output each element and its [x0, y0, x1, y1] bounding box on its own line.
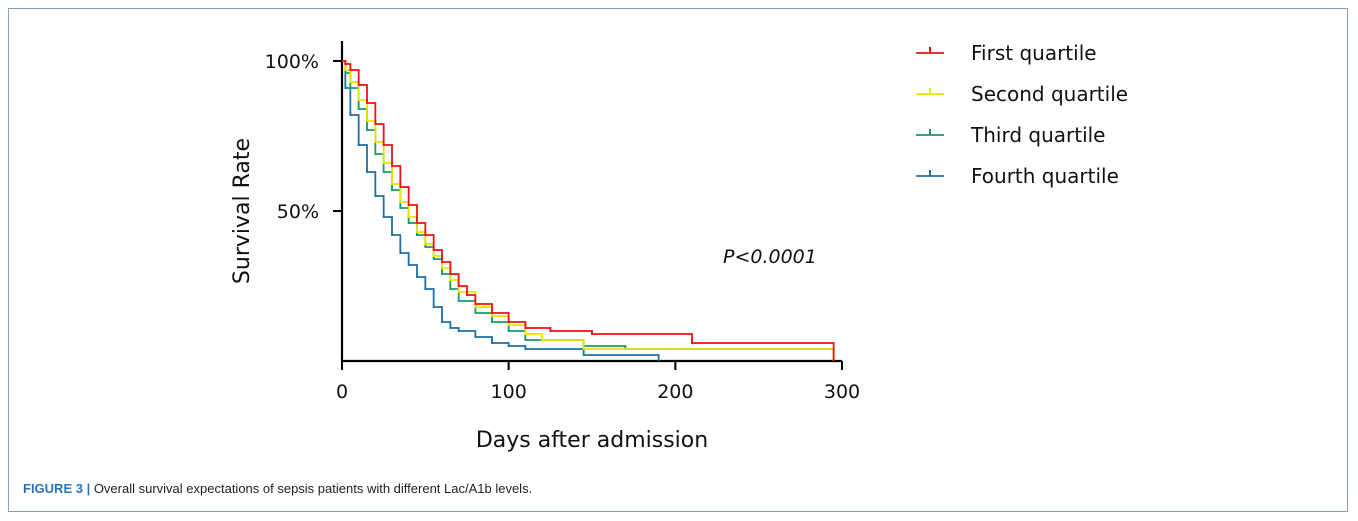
legend: First quartile Second quartile Third quart…	[916, 41, 1128, 188]
x-tick-label: 300	[824, 381, 860, 403]
legend-label: Third quartile	[970, 123, 1105, 147]
x-axis-title: Days after admission	[476, 428, 708, 453]
survival-curve-first-quartile	[342, 60, 835, 361]
y-axis-title: Survival Rate	[230, 138, 255, 284]
figure-caption-label: FIGURE 3 |	[23, 481, 91, 496]
series-layer	[342, 60, 835, 361]
figure-caption: FIGURE 3 | Overall survival expectations…	[23, 481, 532, 496]
legend-label: Second quartile	[971, 82, 1128, 106]
x-tick-label: 200	[657, 381, 693, 403]
p-value-annotation: P<0.0001	[723, 246, 817, 268]
x-tick-label: 100	[491, 381, 527, 403]
x-tick-label: 0	[336, 381, 348, 403]
legend-label: Fourth quartile	[971, 164, 1119, 188]
y-tick-label: 100%	[265, 51, 319, 73]
figure-caption-text: Overall survival expectations of sepsis …	[90, 481, 533, 496]
survival-curve-second-quartile	[342, 60, 835, 361]
y-tick-label: 50%	[277, 201, 319, 223]
survival-chart: 0 100 200 300 50% 100% Days after admission Sur…	[230, 41, 1128, 453]
figure-frame: 0 100 200 300 50% 100% Days after admission Sur…	[8, 8, 1348, 512]
axes: 0 100 200 300 50% 100% Days after admission Sur…	[230, 41, 860, 453]
survival-curve-third-quartile	[342, 60, 835, 361]
legend-label: First quartile	[971, 41, 1097, 65]
